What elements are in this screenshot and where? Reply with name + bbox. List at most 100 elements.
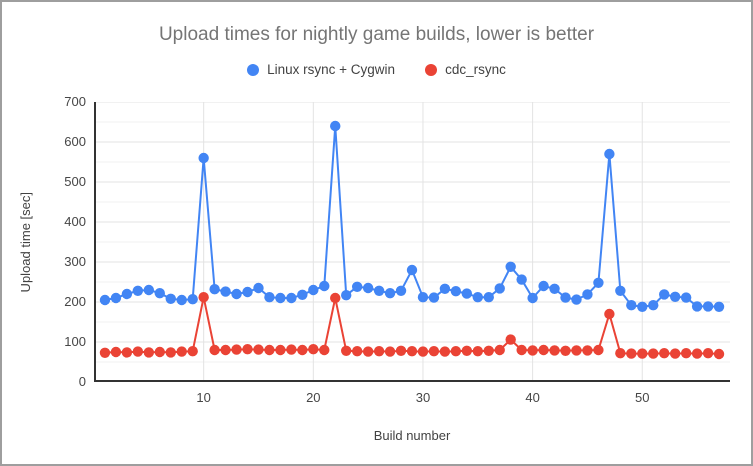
data-point xyxy=(516,274,527,285)
data-point xyxy=(209,344,220,356)
data-point xyxy=(406,346,418,357)
legend-marker-cdc-rsync-icon xyxy=(425,63,438,76)
data-point xyxy=(319,344,330,356)
data-point xyxy=(527,292,538,304)
data-point xyxy=(99,347,111,358)
data-point xyxy=(637,301,648,312)
data-point xyxy=(538,344,549,356)
data-point xyxy=(571,294,582,305)
series-0 xyxy=(99,120,725,312)
data-point xyxy=(417,292,429,303)
data-point xyxy=(450,286,462,297)
data-point xyxy=(154,346,165,358)
data-point xyxy=(253,344,264,355)
x-tick-label: 50 xyxy=(635,390,650,405)
data-point xyxy=(527,345,538,356)
data-point xyxy=(713,348,725,360)
y-tick-label: 400 xyxy=(64,214,86,229)
data-point xyxy=(297,344,308,356)
data-point xyxy=(439,283,451,294)
data-point xyxy=(428,346,440,357)
data-point xyxy=(593,277,604,288)
y-tick-label: 100 xyxy=(64,334,86,349)
x-tick-label: 10 xyxy=(196,390,211,405)
data-point xyxy=(187,346,198,357)
data-point xyxy=(637,348,648,359)
data-point xyxy=(362,282,374,294)
data-point xyxy=(373,285,385,296)
data-point xyxy=(648,300,659,311)
data-point xyxy=(669,348,681,359)
data-point xyxy=(483,345,494,356)
data-point xyxy=(154,288,165,299)
data-point xyxy=(516,344,527,356)
data-point xyxy=(319,280,330,292)
data-point xyxy=(220,344,231,356)
data-point xyxy=(132,285,144,296)
data-point xyxy=(351,281,363,292)
data-point xyxy=(549,345,560,356)
data-point xyxy=(582,289,593,300)
data-point xyxy=(406,264,418,276)
data-point xyxy=(384,346,396,357)
data-point xyxy=(341,290,352,301)
data-point xyxy=(702,301,714,312)
data-point xyxy=(593,344,604,356)
data-point xyxy=(242,344,253,355)
legend-label-linux-rsync: Linux rsync + Cygwin xyxy=(267,62,396,77)
data-point xyxy=(560,345,571,356)
data-point xyxy=(604,148,615,160)
data-point xyxy=(428,292,440,303)
data-point xyxy=(604,308,615,320)
data-point xyxy=(341,345,352,356)
x-tick-label: 30 xyxy=(415,390,431,405)
data-point xyxy=(198,152,209,164)
legend-item-linux-rsync: Linux rsync + Cygwin xyxy=(247,62,395,77)
chart-title: Upload times for nightly game builds, lo… xyxy=(158,24,595,45)
data-point xyxy=(231,344,242,355)
data-point xyxy=(220,286,231,297)
data-point xyxy=(395,285,407,296)
legend-label-cdc-rsync: cdc_rsync xyxy=(445,62,506,77)
x-tick-label: 40 xyxy=(525,390,540,405)
plot-area xyxy=(94,102,730,382)
y-tick-label: 200 xyxy=(64,294,86,309)
data-point xyxy=(99,294,111,306)
data-point xyxy=(121,347,133,358)
data-point xyxy=(351,346,363,357)
data-point xyxy=(461,288,473,299)
data-point xyxy=(395,345,407,356)
data-point xyxy=(176,294,187,306)
data-point xyxy=(472,346,483,357)
data-point xyxy=(582,345,593,356)
data-point xyxy=(680,292,692,303)
data-point xyxy=(538,280,549,292)
data-point xyxy=(231,288,242,300)
data-point xyxy=(275,344,286,356)
data-point xyxy=(680,348,692,359)
y-tick-label: 500 xyxy=(64,174,86,189)
data-point xyxy=(417,346,429,357)
data-point xyxy=(494,283,505,294)
data-point xyxy=(143,284,155,296)
data-point xyxy=(691,348,703,359)
legend-item-cdc-rsync: cdc_rsync xyxy=(425,62,506,77)
data-point xyxy=(615,285,626,296)
data-point xyxy=(176,346,187,357)
data-point xyxy=(691,301,703,312)
series-1 xyxy=(99,292,725,360)
data-point xyxy=(286,292,297,304)
data-point xyxy=(472,292,483,303)
data-point xyxy=(384,288,396,299)
data-point xyxy=(373,346,385,357)
data-point xyxy=(659,348,670,359)
y-tick-label: 300 xyxy=(64,254,86,269)
data-point xyxy=(549,283,560,294)
data-point xyxy=(626,348,637,359)
legend: Linux rsync + Cygwin cdc_rsync xyxy=(2,62,751,77)
data-point xyxy=(505,261,516,272)
data-point xyxy=(275,292,286,304)
data-point xyxy=(110,346,122,358)
data-point xyxy=(110,292,122,304)
